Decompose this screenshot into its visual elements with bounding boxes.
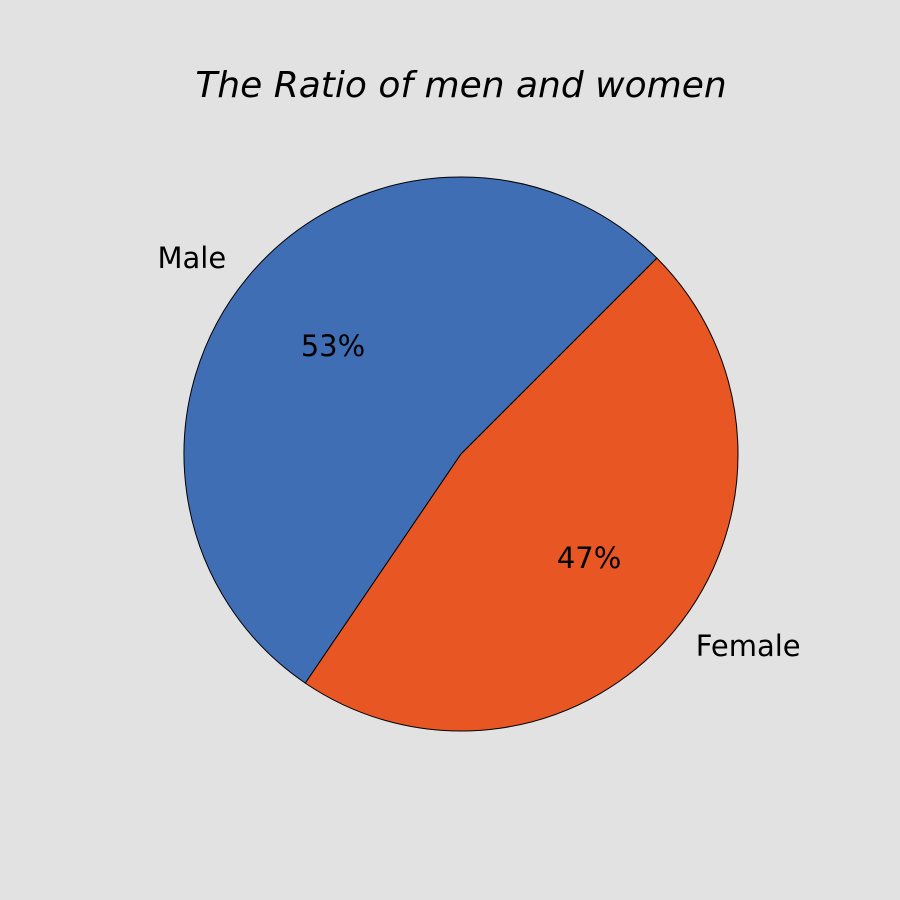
slice-label: Male [158,241,227,275]
value-label: 47% [557,541,621,575]
slice-label: Female [696,629,801,663]
value-label: 53% [301,329,365,363]
pie-slice [183,176,658,684]
chart-title: The Ratio of men and women [195,65,726,106]
pie-slice [304,257,739,732]
